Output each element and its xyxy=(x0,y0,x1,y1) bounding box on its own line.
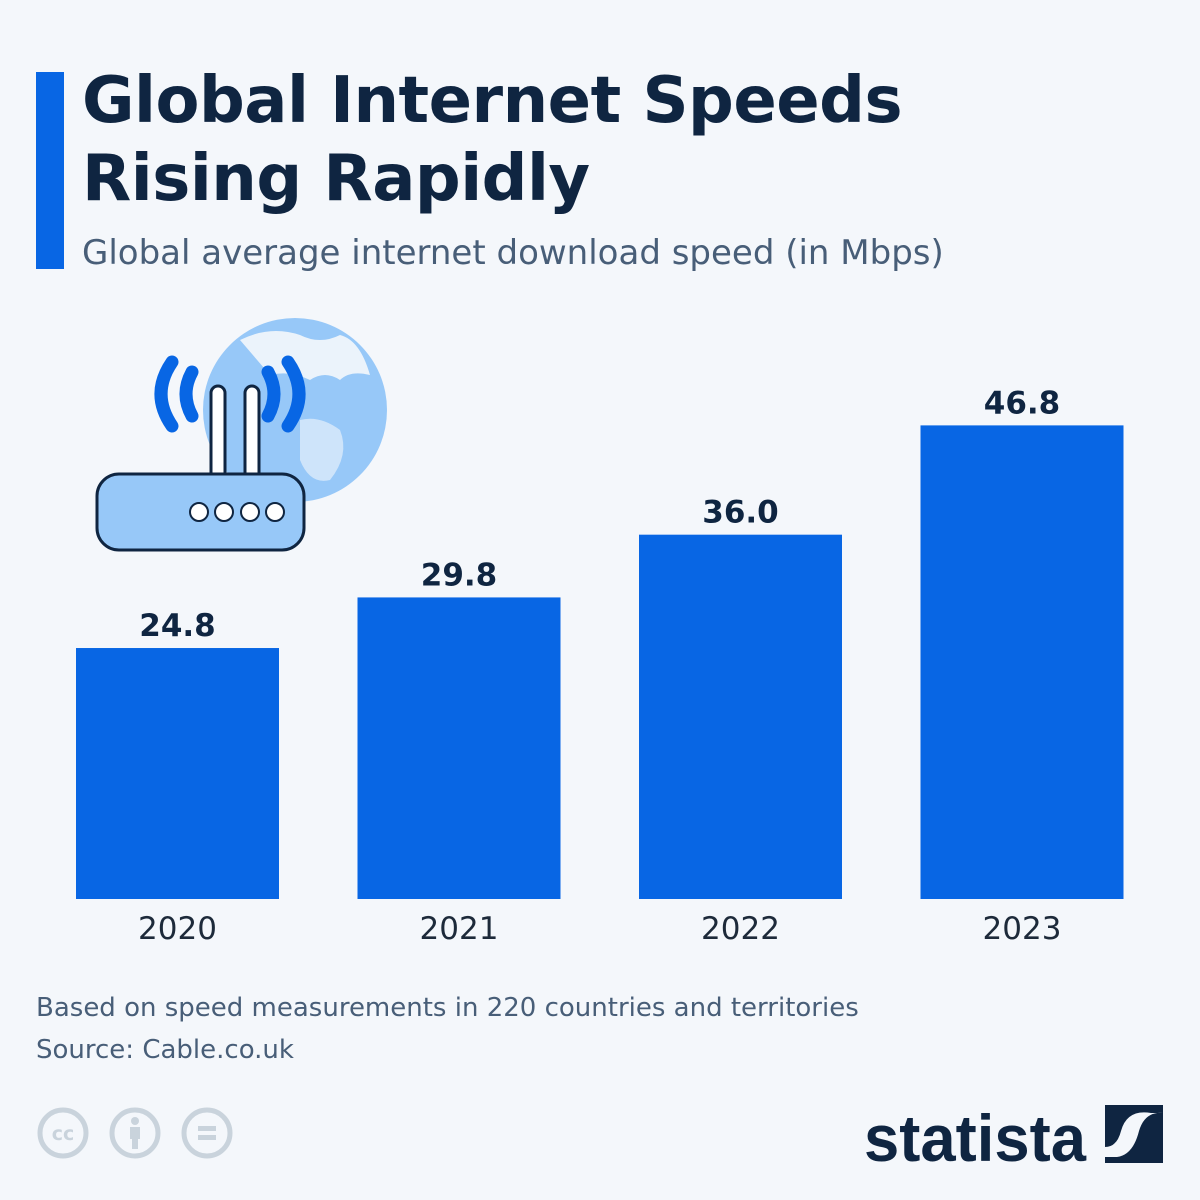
data-label-2020: 24.8 xyxy=(139,608,216,644)
chart-subtitle: Global average internet download speed (… xyxy=(82,233,944,273)
bar-2020 xyxy=(76,648,279,899)
bar-2021 xyxy=(357,597,561,899)
chart-description: Based on speed measurements in 220 count… xyxy=(36,993,859,1023)
router-globe-illustration xyxy=(95,318,387,552)
bar-2022 xyxy=(639,534,842,899)
svg-text:cc: cc xyxy=(52,1123,75,1145)
statista-logo[interactable]: statista xyxy=(864,1103,1166,1165)
data-label-2021: 29.8 xyxy=(421,557,498,593)
data-label-2023: 46.8 xyxy=(984,385,1061,421)
data-label-2022: 36.0 xyxy=(702,495,779,531)
bar-chart: 24.8 2020 29.8 2021 36.0 2022 46.8 2023 xyxy=(76,318,1124,947)
router-icon xyxy=(95,355,306,552)
title-accent-bar xyxy=(36,72,64,269)
x-tick-label-2022: 2022 xyxy=(701,911,780,947)
title-line-1: Global Internet Speeds xyxy=(82,64,903,138)
creative-commons-icon[interactable]: cc xyxy=(37,1107,89,1159)
x-tick-label-2021: 2021 xyxy=(420,911,499,947)
attribution-icon[interactable] xyxy=(109,1107,161,1159)
bar-2023 xyxy=(920,425,1124,899)
chart-source: Source: Cable.co.uk xyxy=(36,1035,294,1065)
x-tick-label-2023: 2023 xyxy=(983,911,1062,947)
no-derivatives-icon[interactable] xyxy=(181,1107,233,1159)
x-tick-label-2020: 2020 xyxy=(138,911,217,947)
statista-wordmark: statista xyxy=(864,1103,1087,1165)
title-line-2: Rising Rapidly xyxy=(82,142,590,216)
chart-title: Global Internet Speeds Rising Rapidly xyxy=(82,62,903,218)
